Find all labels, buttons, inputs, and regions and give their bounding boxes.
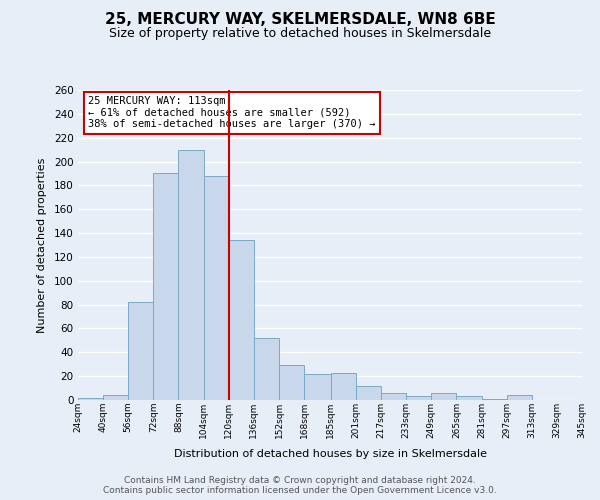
Bar xyxy=(279,366,304,400)
X-axis label: Distribution of detached houses by size in Skelmersdale: Distribution of detached houses by size … xyxy=(173,449,487,459)
Text: Size of property relative to detached houses in Skelmersdale: Size of property relative to detached ho… xyxy=(109,28,491,40)
Bar xyxy=(128,302,154,400)
Text: Contains HM Land Registry data © Crown copyright and database right 2024.: Contains HM Land Registry data © Crown c… xyxy=(124,476,476,485)
Bar xyxy=(304,374,331,400)
Bar xyxy=(356,386,381,400)
Bar xyxy=(431,393,457,400)
Bar xyxy=(331,372,356,400)
Bar xyxy=(457,396,482,400)
Y-axis label: Number of detached properties: Number of detached properties xyxy=(37,158,47,332)
Bar xyxy=(406,396,431,400)
Bar xyxy=(506,395,532,400)
Bar xyxy=(254,338,279,400)
Bar xyxy=(78,398,103,400)
Bar xyxy=(229,240,254,400)
Bar xyxy=(103,395,128,400)
Bar xyxy=(178,150,203,400)
Text: 25 MERCURY WAY: 113sqm
← 61% of detached houses are smaller (592)
38% of semi-de: 25 MERCURY WAY: 113sqm ← 61% of detached… xyxy=(88,96,376,130)
Bar xyxy=(482,399,506,400)
Text: Contains public sector information licensed under the Open Government Licence v3: Contains public sector information licen… xyxy=(103,486,497,495)
Bar xyxy=(203,176,229,400)
Bar xyxy=(154,174,178,400)
Bar xyxy=(381,393,406,400)
Text: 25, MERCURY WAY, SKELMERSDALE, WN8 6BE: 25, MERCURY WAY, SKELMERSDALE, WN8 6BE xyxy=(104,12,496,28)
